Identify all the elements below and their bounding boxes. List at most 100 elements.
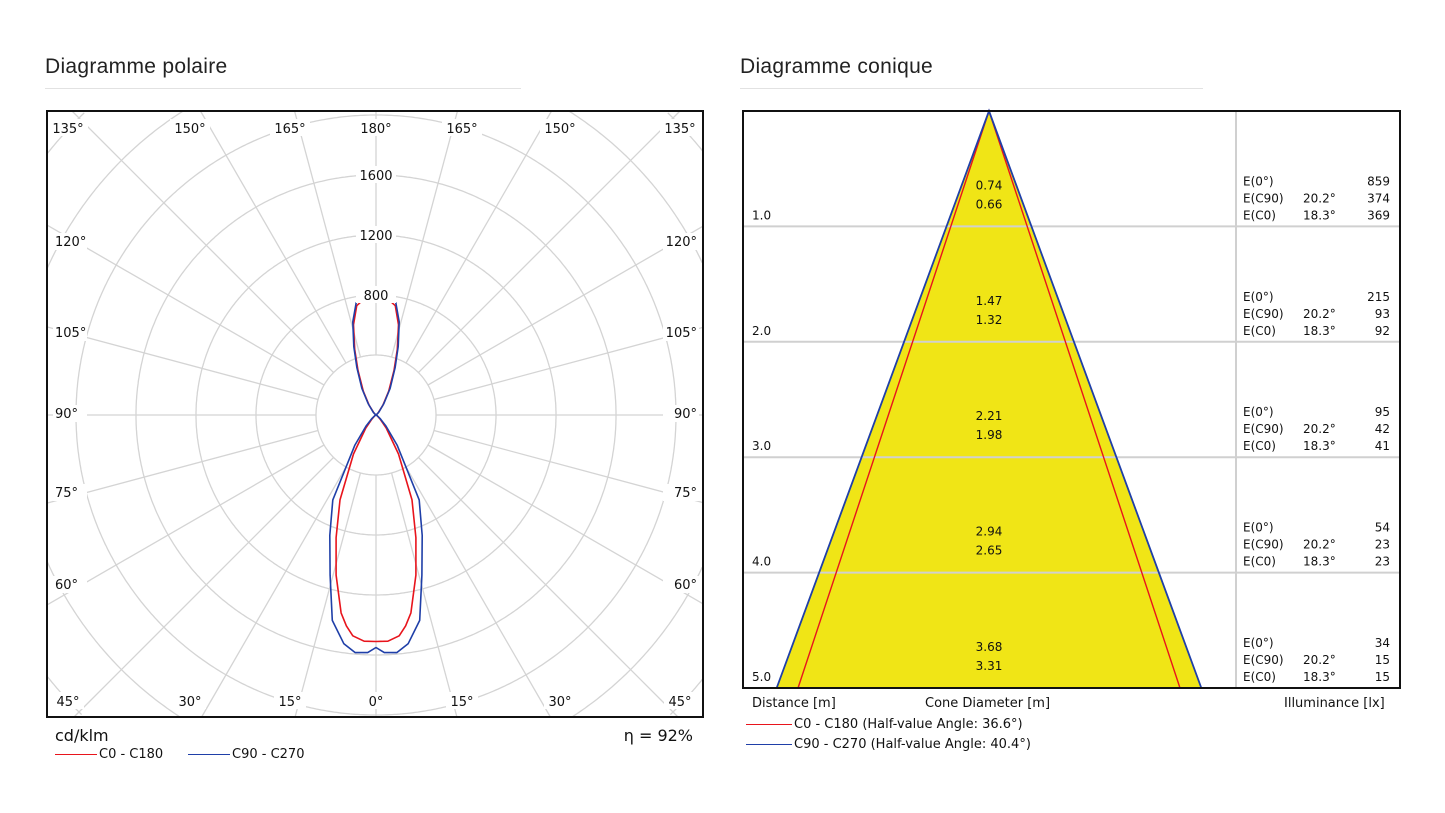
distance-label: 4.0: [752, 555, 771, 569]
tick-label-bg: [356, 166, 396, 183]
cone-fill: [776, 111, 1202, 688]
grid-radial-line: [390, 110, 459, 358]
distance-label: 5.0: [752, 670, 771, 684]
grid-radial-line: [433, 429, 704, 504]
angle-label: 150°: [544, 122, 575, 137]
cone-legend-c0: C0 - C180 (Half-value Angle: 36.6°): [746, 717, 1023, 732]
tick-label-bg: [664, 692, 696, 709]
diameter-c90-label: 2.21: [976, 409, 1003, 423]
diameter-c90-label: 3.68: [976, 640, 1003, 654]
cone-title: Diagramme conique: [740, 55, 934, 78]
angle-label: 75°: [674, 486, 697, 501]
diameter-c90-label: 0.74: [976, 178, 1003, 192]
tick-label-bg: [663, 484, 699, 501]
illuminance-value: 93: [1375, 307, 1390, 321]
angle-label: 75°: [55, 486, 78, 501]
tick-label-bg: [660, 119, 700, 136]
diameter-c0-label: 1.32: [976, 313, 1003, 327]
tick-label-bg: [53, 324, 87, 341]
polar-legend-c0: C0 - C180: [55, 747, 163, 762]
diameter-c0-label: 3.31: [976, 659, 1003, 673]
radial-tick-label: 1600: [359, 169, 392, 184]
illuminance-row-label: E(C90): [1243, 653, 1284, 667]
angle-label: 0°: [369, 695, 384, 710]
polar-grid: [46, 110, 704, 718]
grid-radial-line: [433, 326, 704, 401]
radial-tick-label: 1200: [359, 229, 392, 244]
grid-radial-line: [417, 456, 679, 718]
illuminance-value: 54: [1375, 521, 1390, 535]
cone-frame: [742, 110, 1401, 689]
illuminance-row-label: E(0°): [1243, 174, 1274, 188]
tick-label-bg: [540, 119, 580, 136]
angle-label: 30°: [178, 695, 201, 710]
axis-distance-label: Distance [m]: [752, 696, 836, 711]
angle-label: 60°: [55, 578, 78, 593]
red-line-icon: [746, 724, 792, 725]
angle-label: 90°: [55, 407, 78, 422]
illuminance-angle: 18.3°: [1303, 670, 1336, 684]
grid-ring: [571, 566, 703, 718]
tick-label-bg: [48, 119, 88, 136]
angle-label: 45°: [668, 695, 691, 710]
radial-tick-label: 800: [364, 289, 389, 304]
illuminance-angle: 18.3°: [1303, 324, 1336, 338]
tick-label-bg: [663, 324, 699, 341]
polar-title-divider: [45, 88, 521, 89]
distance-label: 3.0: [752, 439, 771, 453]
legend-label: C90 - C270 (Half-value Angle: 40.4°): [794, 737, 1031, 752]
tick-label-bg: [53, 233, 87, 250]
diameter-c0-label: 2.65: [976, 544, 1003, 558]
grid-radial-line: [71, 110, 335, 374]
illuminance-value: 23: [1375, 538, 1390, 552]
illuminance-row-label: E(C90): [1243, 307, 1284, 321]
tick-label-bg: [356, 119, 396, 136]
tick-label-bg: [544, 692, 576, 709]
tick-label-bg: [446, 692, 478, 709]
illuminance-value: 374: [1367, 191, 1390, 205]
axis-diameter-label: Cone Diameter [m]: [925, 696, 1051, 711]
tick-label-bg: [53, 484, 87, 501]
angle-label: 165°: [446, 122, 477, 137]
angle-label: 150°: [174, 122, 205, 137]
grid-radial-line: [294, 472, 362, 718]
angle-label: 15°: [278, 695, 301, 710]
tick-label-bg: [663, 233, 699, 250]
tick-label-bg: [53, 405, 87, 422]
tick-label-bg: [170, 119, 210, 136]
illuminance-value: 15: [1375, 670, 1390, 684]
legend-label: C0 - C180: [99, 747, 164, 762]
angle-label: 30°: [548, 695, 571, 710]
tick-label-bg: [53, 576, 87, 593]
tick-label-bg: [356, 226, 396, 243]
illuminance-value: 41: [1375, 439, 1390, 453]
legend-label: C90 - C270: [232, 747, 305, 762]
polar-title: Diagramme polaire: [45, 55, 228, 78]
grid-ring: [569, 110, 703, 264]
grid-radial-line: [293, 110, 362, 358]
illuminance-angle: 20.2°: [1303, 538, 1336, 552]
illuminance-angle: 18.3°: [1303, 208, 1336, 222]
illuminance-row-label: E(C0): [1243, 324, 1276, 338]
blue-line-icon: [188, 754, 230, 755]
illuminance-value: 92: [1375, 324, 1390, 338]
illuminance-value: 34: [1375, 636, 1390, 650]
grid-radial-line: [199, 110, 347, 364]
illuminance-row-label: E(0°): [1243, 636, 1274, 650]
illuminance-row-label: E(C90): [1243, 422, 1284, 436]
angle-label: 105°: [666, 326, 697, 341]
illuminance-angle: 18.3°: [1303, 439, 1336, 453]
angle-label: 135°: [664, 122, 695, 137]
angle-label: 180°: [360, 122, 391, 137]
grid-radial-line: [427, 225, 704, 386]
illuminance-value: 95: [1375, 405, 1390, 419]
illuminance-angle: 20.2°: [1303, 307, 1336, 321]
illuminance-row-label: E(C90): [1243, 538, 1284, 552]
tick-label-bg: [663, 576, 699, 593]
angle-label: 60°: [674, 578, 697, 593]
grid-radial-line: [405, 466, 551, 718]
angle-label: 90°: [674, 407, 697, 422]
angle-label: 135°: [52, 122, 83, 137]
illuminance-row-label: E(C0): [1243, 439, 1276, 453]
